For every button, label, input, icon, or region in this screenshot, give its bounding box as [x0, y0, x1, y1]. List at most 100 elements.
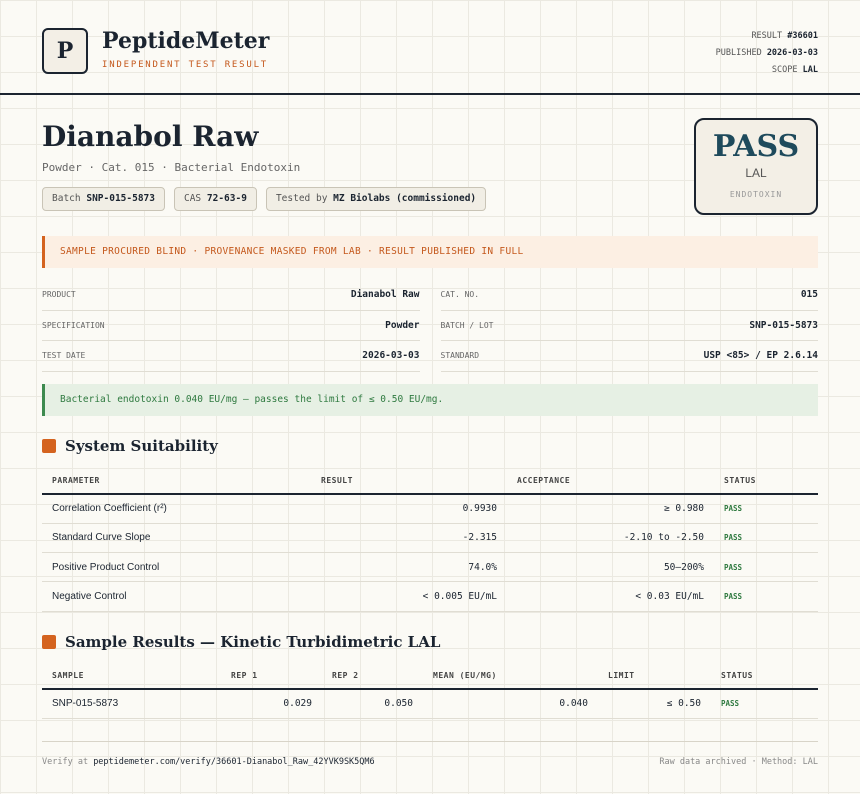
section-title: System Suitability	[65, 437, 218, 455]
status: PASS	[714, 581, 818, 612]
cell: 0.9930	[311, 494, 507, 524]
verdict-result: PASS	[712, 129, 800, 164]
detail-row: SPECIFICATION Powder BATCH / LOT SNP-015-58…	[42, 311, 818, 341]
detail-label: PRODUCT	[42, 290, 76, 300]
product-title: Dianabol Raw	[42, 120, 259, 153]
verdict-badge: PASS LAL ENDOTOXIN	[694, 118, 818, 215]
brand: PeptideMeter	[102, 28, 270, 54]
verify-label: Verify at	[42, 757, 89, 767]
table-row: Positive Product Control 74.0% 50–200% PASS	[42, 552, 818, 583]
column-header: REP 2	[322, 663, 423, 690]
detail-label: CAT. NO.	[440, 290, 480, 300]
cell: < 0.03 EU/mL	[507, 581, 714, 612]
chips: Batch SNP-015-5873 CAS 72-63-9 Tested by M…	[42, 187, 487, 211]
header-row: SAMPLE REP 1 REP 2 MEAN (EU/MG) LIMIT STATUS	[42, 663, 818, 690]
detail-label: BATCH / LOT	[440, 320, 494, 330]
samples-table: SAMPLE REP 1 REP 2 MEAN (EU/MG) LIMIT STATUS S…	[42, 663, 818, 719]
section-heading: System Suitability	[42, 437, 218, 455]
meta-value: 2026-03-03	[766, 48, 818, 58]
chip: Batch SNP-015-5873	[42, 187, 165, 211]
table-row: Standard Curve Slope -2.315 -2.10 to -2.50…	[42, 523, 818, 554]
detail-value: Dianabol Raw	[350, 289, 420, 301]
product-subtitle: Powder · Cat. 015 · Bacterial Endotoxin	[42, 161, 301, 174]
column-header: SAMPLE	[42, 663, 221, 690]
chip-value: SNP-015-5873	[86, 193, 155, 204]
detail-label: STANDARD	[440, 351, 480, 361]
cell: Standard Curve Slope	[42, 523, 311, 554]
meta-label: SCOPE	[771, 65, 798, 75]
detail-cell: PRODUCT Dianabol Raw	[42, 280, 420, 311]
verify: Verify at peptidemeter.com/verify/36601-…	[42, 757, 375, 767]
cell: 0.040	[423, 689, 598, 719]
status: PASS	[714, 523, 818, 554]
cell: ≥ 0.980	[507, 494, 714, 524]
table-row: SNP-015-5873 0.029 0.050 0.040 ≤ 0.50 PASS	[42, 689, 818, 719]
cell: Positive Product Control	[42, 552, 311, 583]
column-header: STATUS	[714, 468, 818, 495]
chip-label: Batch	[52, 193, 81, 204]
status: PASS	[714, 494, 818, 524]
detail-value: 2026-03-03	[362, 350, 420, 362]
cell: 0.050	[322, 689, 423, 719]
cell: Correlation Coefficient (r²)	[42, 494, 311, 524]
column-header: ACCEPTANCE	[507, 468, 714, 495]
verify-url[interactable]: peptidemeter.com/verify/36601-Dianabol_R…	[93, 757, 375, 767]
chip: Tested by MZ Biolabs (commissioned)	[265, 187, 487, 211]
header-row: PARAMETER RESULT ACCEPTANCE STATUS	[42, 468, 818, 495]
tagline: INDEPENDENT TEST RESULT	[102, 60, 269, 70]
result-meta: RESULT #36601 PUBLISHED 2026-03-03 SCOPE L…	[716, 28, 818, 79]
header-rule	[0, 93, 860, 95]
detail-value: Powder	[385, 319, 420, 331]
detail-value: USP <85> / EP 2.6.14	[703, 350, 818, 362]
chip-value: 72-63-9	[206, 193, 247, 204]
verdict-test: ENDOTOXIN	[729, 190, 783, 199]
column-header: STATUS	[711, 663, 818, 690]
verdict-method: LAL	[745, 166, 767, 180]
cell: 74.0%	[311, 552, 507, 583]
cell: SNP-015-5873	[42, 689, 221, 719]
cell: 50–200%	[507, 552, 714, 583]
detail-cell: SPECIFICATION Powder	[42, 311, 420, 341]
column-header: RESULT	[311, 468, 507, 495]
detail-value: SNP-015-5873	[749, 319, 818, 331]
column-header: MEAN (EU/MG)	[423, 663, 598, 690]
meta-row: RESULT #36601	[716, 28, 818, 45]
table-row: Negative Control < 0.005 EU/mL < 0.03 EU/m…	[42, 581, 818, 612]
cell: Negative Control	[42, 581, 311, 612]
section-marker	[42, 439, 56, 453]
detail-label: SPECIFICATION	[42, 320, 105, 330]
meta-label: PUBLISHED	[715, 48, 762, 58]
detail-value: 015	[800, 289, 818, 301]
chip-value: MZ Biolabs (commissioned)	[333, 193, 477, 204]
footer-note: Raw data archived · Method: LAL	[659, 757, 818, 767]
cell: 0.029	[221, 689, 322, 719]
detail-cell: TEST DATE 2026-03-03	[42, 341, 420, 372]
meta-row: PUBLISHED 2026-03-03	[716, 45, 818, 62]
section-marker	[42, 635, 56, 649]
summary: Bacterial endotoxin 0.040 EU/mg — passes…	[42, 384, 818, 416]
suitability-table: PARAMETER RESULT ACCEPTANCE STATUS Correlati…	[42, 468, 818, 612]
chip-label: CAS	[183, 193, 202, 204]
section-heading: Sample Results — Kinetic Turbidimetric L…	[42, 633, 440, 651]
chip: CAS 72-63-9	[173, 187, 257, 211]
meta-label: RESULT	[751, 31, 783, 41]
section-title: Sample Results — Kinetic Turbidimetric L…	[65, 633, 441, 651]
chip-label: Tested by	[275, 193, 328, 204]
cell: -2.10 to -2.50	[507, 523, 714, 554]
status: PASS	[711, 689, 818, 719]
meta-value: #36601	[787, 31, 818, 41]
detail-cell: BATCH / LOT SNP-015-5873	[440, 311, 818, 341]
detail-row: TEST DATE 2026-03-03 STANDARD USP <85> / EP…	[42, 341, 818, 372]
detail-cell: STANDARD USP <85> / EP 2.6.14	[440, 341, 818, 372]
detail-label: TEST DATE	[42, 351, 86, 361]
meta-value: LAL	[802, 65, 818, 75]
details: PRODUCT Dianabol Raw CAT. NO. 015 SPECIFICAT…	[42, 280, 818, 372]
table-row: Correlation Coefficient (r²) 0.9930 ≥ 0.98…	[42, 494, 818, 524]
footer-rule	[42, 741, 818, 742]
detail-cell: CAT. NO. 015	[440, 280, 818, 311]
cell: < 0.005 EU/mL	[311, 581, 507, 612]
column-header: PARAMETER	[42, 468, 311, 495]
meta-row: SCOPE LAL	[716, 62, 818, 79]
